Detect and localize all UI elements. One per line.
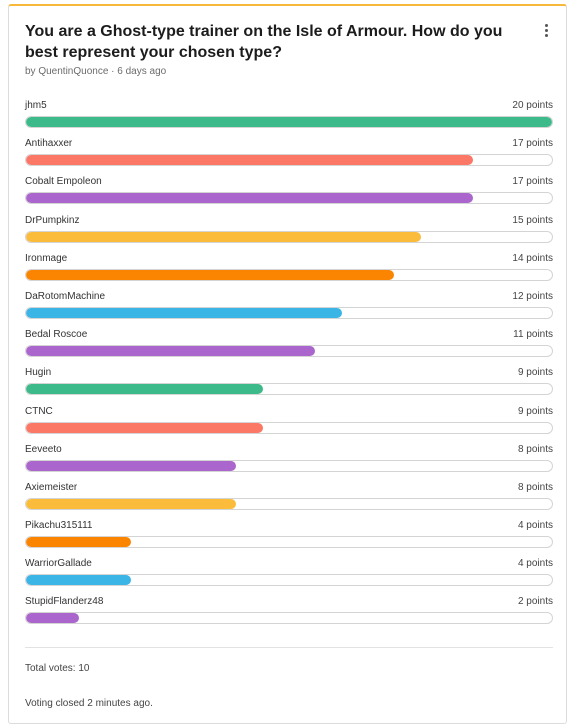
poll-option: Bedal Roscoe 11 points [25,329,553,367]
option-bar-track [25,421,553,434]
poll-option: Cobalt Empoleon 17 points [25,176,553,214]
option-name: DrPumpkinz [25,214,80,226]
poll-option: StupidFlanderz48 2 points [25,596,553,634]
option-points: 8 points [517,443,553,455]
divider [25,647,553,648]
poll-option: DaRotomMachine 12 points [25,291,553,329]
poll-option: Pikachu315111 4 points [25,520,553,558]
option-bar-fill [26,117,552,127]
option-bar-track [25,268,553,281]
option-name: Axiemeister [25,481,78,493]
option-bar-fill [26,575,132,586]
option-bar-fill [26,498,237,509]
option-points: 15 points [512,214,553,226]
poll-card: You are a Ghost-type trainer on the Isle… [8,4,567,724]
option-name: Hugin [25,367,52,379]
option-bar-track [25,574,553,587]
option-bar-track [25,497,553,510]
option-bar-fill [26,384,263,395]
option-points: 9 points [517,367,553,379]
poll-option: CTNC 9 points [25,406,553,444]
option-points: 12 points [512,290,553,302]
option-points: 4 points [517,520,553,532]
more-vertical-icon[interactable] [542,24,550,38]
poll-option: DrPumpkinz 15 points [25,215,553,253]
option-name: DaRotomMachine [25,290,106,302]
option-bar-fill [26,537,132,548]
option-bar-track [25,459,553,472]
option-bar-track [25,612,553,625]
poll-option: WarriorGallade 4 points [25,558,553,596]
option-bar-fill [26,460,237,471]
option-points: 17 points [512,176,553,188]
poll-option: Axiemeister 8 points [25,482,553,520]
poll-byline: by QuentinQuonce · 6 days ago [25,66,167,77]
option-name: Ironmage [25,252,68,264]
poll-option: Antihaxxer 17 points [25,138,553,176]
option-bar-fill [26,269,395,280]
option-points: 20 points [512,100,553,111]
option-bar-track [25,345,553,358]
option-points: 14 points [512,252,553,264]
option-name: CTNC [25,405,53,417]
option-bar-track [25,116,553,128]
option-name: StupidFlanderz48 [25,596,104,608]
total-votes: Total votes: 10 [25,663,90,674]
poll-option: Hugin 9 points [25,367,553,405]
option-name: Cobalt Empoleon [25,176,102,188]
voting-status: Voting closed 2 minutes ago. [25,698,153,709]
option-bar-fill [26,346,316,357]
option-bar-fill [26,193,474,204]
option-bar-fill [26,231,421,242]
option-points: 11 points [513,329,553,341]
poll-title: You are a Ghost-type trainer on the Isle… [25,23,503,61]
option-bar-fill [26,155,474,166]
option-bar-fill [26,613,79,624]
option-points: 2 points [517,596,553,608]
poll-option: Eeveeto 8 points [25,444,553,482]
option-bar-track [25,306,553,319]
option-name: WarriorGallade [25,558,92,570]
option-bar-fill [26,307,342,318]
option-bar-track [25,383,553,396]
option-name: Pikachu315111 [25,520,93,532]
option-bar-track [25,154,553,167]
option-bar-track [25,192,553,205]
poll-option: jhm5 20 points [25,100,553,138]
option-points: 4 points [517,558,553,570]
option-points: 17 points [512,138,553,150]
option-name: Bedal Roscoe [25,329,88,341]
option-points: 9 points [517,405,553,417]
option-name: Antihaxxer [25,138,73,150]
option-points: 8 points [517,481,553,493]
option-bar-track [25,230,553,243]
poll-options-list: jhm5 20 points Antihaxxer 17 points Cobalt E… [25,100,553,635]
option-bar-track [25,536,553,549]
option-name: Eeveeto [25,443,62,455]
option-name: jhm5 [25,100,47,111]
option-bar-fill [26,422,263,433]
poll-option: Ironmage 14 points [25,253,553,291]
